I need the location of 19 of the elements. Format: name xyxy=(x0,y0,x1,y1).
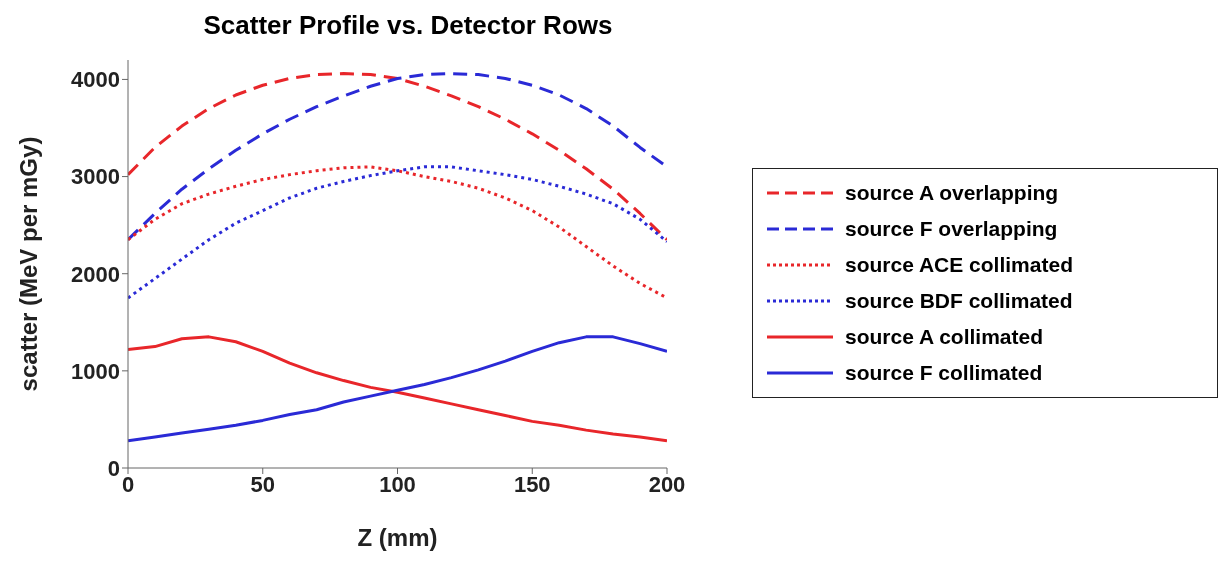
y-tick-label: 0 xyxy=(107,455,120,481)
y-axis-title: scatter (MeV per mGy) xyxy=(14,136,42,392)
y-tick-label: 4000 xyxy=(71,67,120,93)
line-series xyxy=(128,335,667,443)
legend-label: source BDF collimated xyxy=(845,289,1073,313)
x-tick-label: 150 xyxy=(513,471,551,497)
legend-label: source A collimated xyxy=(845,325,1044,349)
x-axis-title: Z (mm) xyxy=(357,524,438,551)
y-tick-label: 3000 xyxy=(71,164,120,190)
y-tick-label: 1000 xyxy=(71,358,120,384)
y-tick-label: 2000 xyxy=(71,261,120,287)
legend-label: source F overlapping xyxy=(845,217,1058,241)
x-tick-label: 50 xyxy=(250,471,275,497)
x-tick-label: 100 xyxy=(379,471,416,497)
legend-label: source ACE collimated xyxy=(845,253,1073,277)
x-tick-label: 200 xyxy=(648,471,686,497)
legend-label: source F collimated xyxy=(845,361,1043,385)
chart-title: Scatter Profile vs. Detector Rows xyxy=(202,10,614,41)
legend-label: source A overlapping xyxy=(845,181,1059,205)
